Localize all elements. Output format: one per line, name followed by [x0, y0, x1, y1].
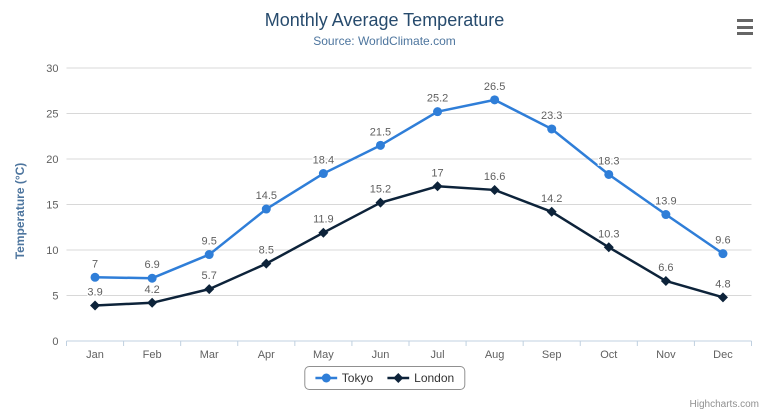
- data-point-tokyo[interactable]: [547, 124, 557, 134]
- data-label-london: 10.3: [598, 228, 619, 240]
- data-label-tokyo: 9.6: [715, 235, 730, 247]
- legend-marker-tokyo-circle-icon: [314, 373, 337, 383]
- y-axis-tick-label: 15: [46, 200, 58, 212]
- y-axis-tick-label: 5: [52, 291, 58, 303]
- x-axis-tick-label: Dec: [713, 349, 733, 361]
- series-line-tokyo[interactable]: [95, 98, 724, 280]
- x-axis-tick-label: Oct: [600, 349, 617, 361]
- data-label-tokyo: 18.3: [598, 155, 619, 167]
- hamburger-bar: [737, 25, 753, 29]
- data-label-tokyo: 6.9: [144, 259, 159, 271]
- data-point-tokyo[interactable]: [661, 210, 671, 220]
- data-point-london[interactable]: [375, 197, 386, 208]
- data-point-tokyo[interactable]: [433, 107, 443, 117]
- data-point-london[interactable]: [489, 184, 500, 195]
- credits-link[interactable]: Highcharts.com: [689, 399, 759, 410]
- data-label-london: 4.2: [144, 284, 159, 296]
- data-point-tokyo[interactable]: [147, 273, 157, 283]
- data-point-tokyo[interactable]: [375, 140, 385, 150]
- data-point-london[interactable]: [318, 227, 329, 238]
- y-axis-tick-label: 25: [46, 109, 58, 121]
- data-label-tokyo: 25.2: [427, 93, 448, 105]
- x-axis-tick-label: Sep: [542, 349, 562, 361]
- x-axis-tick-label: May: [313, 349, 334, 361]
- legend: Tokyo London: [303, 366, 466, 390]
- data-label-london: 15.2: [370, 184, 391, 196]
- data-label-tokyo: 21.5: [370, 126, 391, 138]
- y-axis-tick-label: 10: [46, 245, 58, 257]
- data-point-london[interactable]: [90, 300, 101, 311]
- x-axis-tick-label: Jun: [372, 349, 390, 361]
- x-axis-tick-label: Jan: [86, 349, 104, 361]
- data-point-tokyo[interactable]: [204, 250, 214, 260]
- data-point-london[interactable]: [660, 275, 671, 286]
- x-axis-tick-label: Mar: [200, 349, 219, 361]
- data-label-london: 17: [431, 167, 443, 179]
- x-axis-tick-label: Aug: [485, 349, 505, 361]
- data-point-london[interactable]: [717, 292, 728, 303]
- data-point-tokyo[interactable]: [718, 249, 728, 259]
- data-label-london: 11.9: [313, 214, 334, 226]
- legend-marker-london-diamond-icon: [387, 373, 410, 383]
- data-point-london[interactable]: [432, 181, 443, 192]
- data-point-london[interactable]: [147, 297, 158, 308]
- x-axis-tick-label: Nov: [656, 349, 676, 361]
- series-line-london[interactable]: [94, 185, 724, 307]
- data-label-tokyo: 14.5: [256, 190, 277, 202]
- data-label-london: 8.5: [259, 245, 274, 257]
- data-point-tokyo[interactable]: [261, 204, 271, 214]
- data-point-tokyo[interactable]: [490, 95, 500, 105]
- data-label-london: 3.9: [87, 287, 102, 299]
- data-point-tokyo[interactable]: [604, 169, 614, 179]
- x-axis-tick-label: Feb: [143, 349, 162, 361]
- x-axis-tick-label: Jul: [431, 349, 445, 361]
- hamburger-icon[interactable]: [733, 16, 757, 38]
- data-label-tokyo: 13.9: [655, 196, 676, 208]
- data-point-tokyo[interactable]: [318, 169, 328, 179]
- data-label-london: 14.2: [541, 193, 562, 205]
- data-label-tokyo: 26.5: [484, 81, 505, 93]
- data-label-london: 4.8: [715, 278, 730, 290]
- chart-subtitle: Source: WorldClimate.com: [313, 34, 456, 48]
- data-point-london[interactable]: [261, 258, 272, 269]
- data-label-london: 16.6: [484, 171, 505, 183]
- data-point-tokyo[interactable]: [90, 272, 100, 282]
- data-label-london: 5.7: [202, 270, 217, 282]
- legend-item-tokyo[interactable]: Tokyo: [314, 371, 374, 385]
- data-label-tokyo: 18.4: [313, 155, 334, 167]
- y-axis-tick-label: 0: [52, 336, 58, 348]
- chart-title: Monthly Average Temperature: [264, 10, 505, 30]
- legend-item-london[interactable]: London: [387, 371, 454, 385]
- x-axis-tick-label: Apr: [258, 349, 275, 361]
- y-axis-tick-label: 20: [46, 154, 58, 166]
- data-label-london: 6.6: [658, 262, 673, 274]
- y-axis-tick-label: 30: [46, 63, 58, 75]
- data-point-london[interactable]: [546, 206, 557, 217]
- hamburger-bar: [737, 19, 753, 22]
- data-label-tokyo: 23.3: [541, 110, 562, 122]
- data-point-london[interactable]: [204, 284, 215, 295]
- data-label-tokyo: 7: [92, 258, 98, 270]
- data-point-london[interactable]: [603, 242, 614, 253]
- legend-label-tokyo: Tokyo: [341, 371, 374, 385]
- hamburger-bar: [737, 32, 753, 35]
- legend-label-london: London: [414, 371, 455, 385]
- data-label-tokyo: 9.5: [202, 236, 217, 248]
